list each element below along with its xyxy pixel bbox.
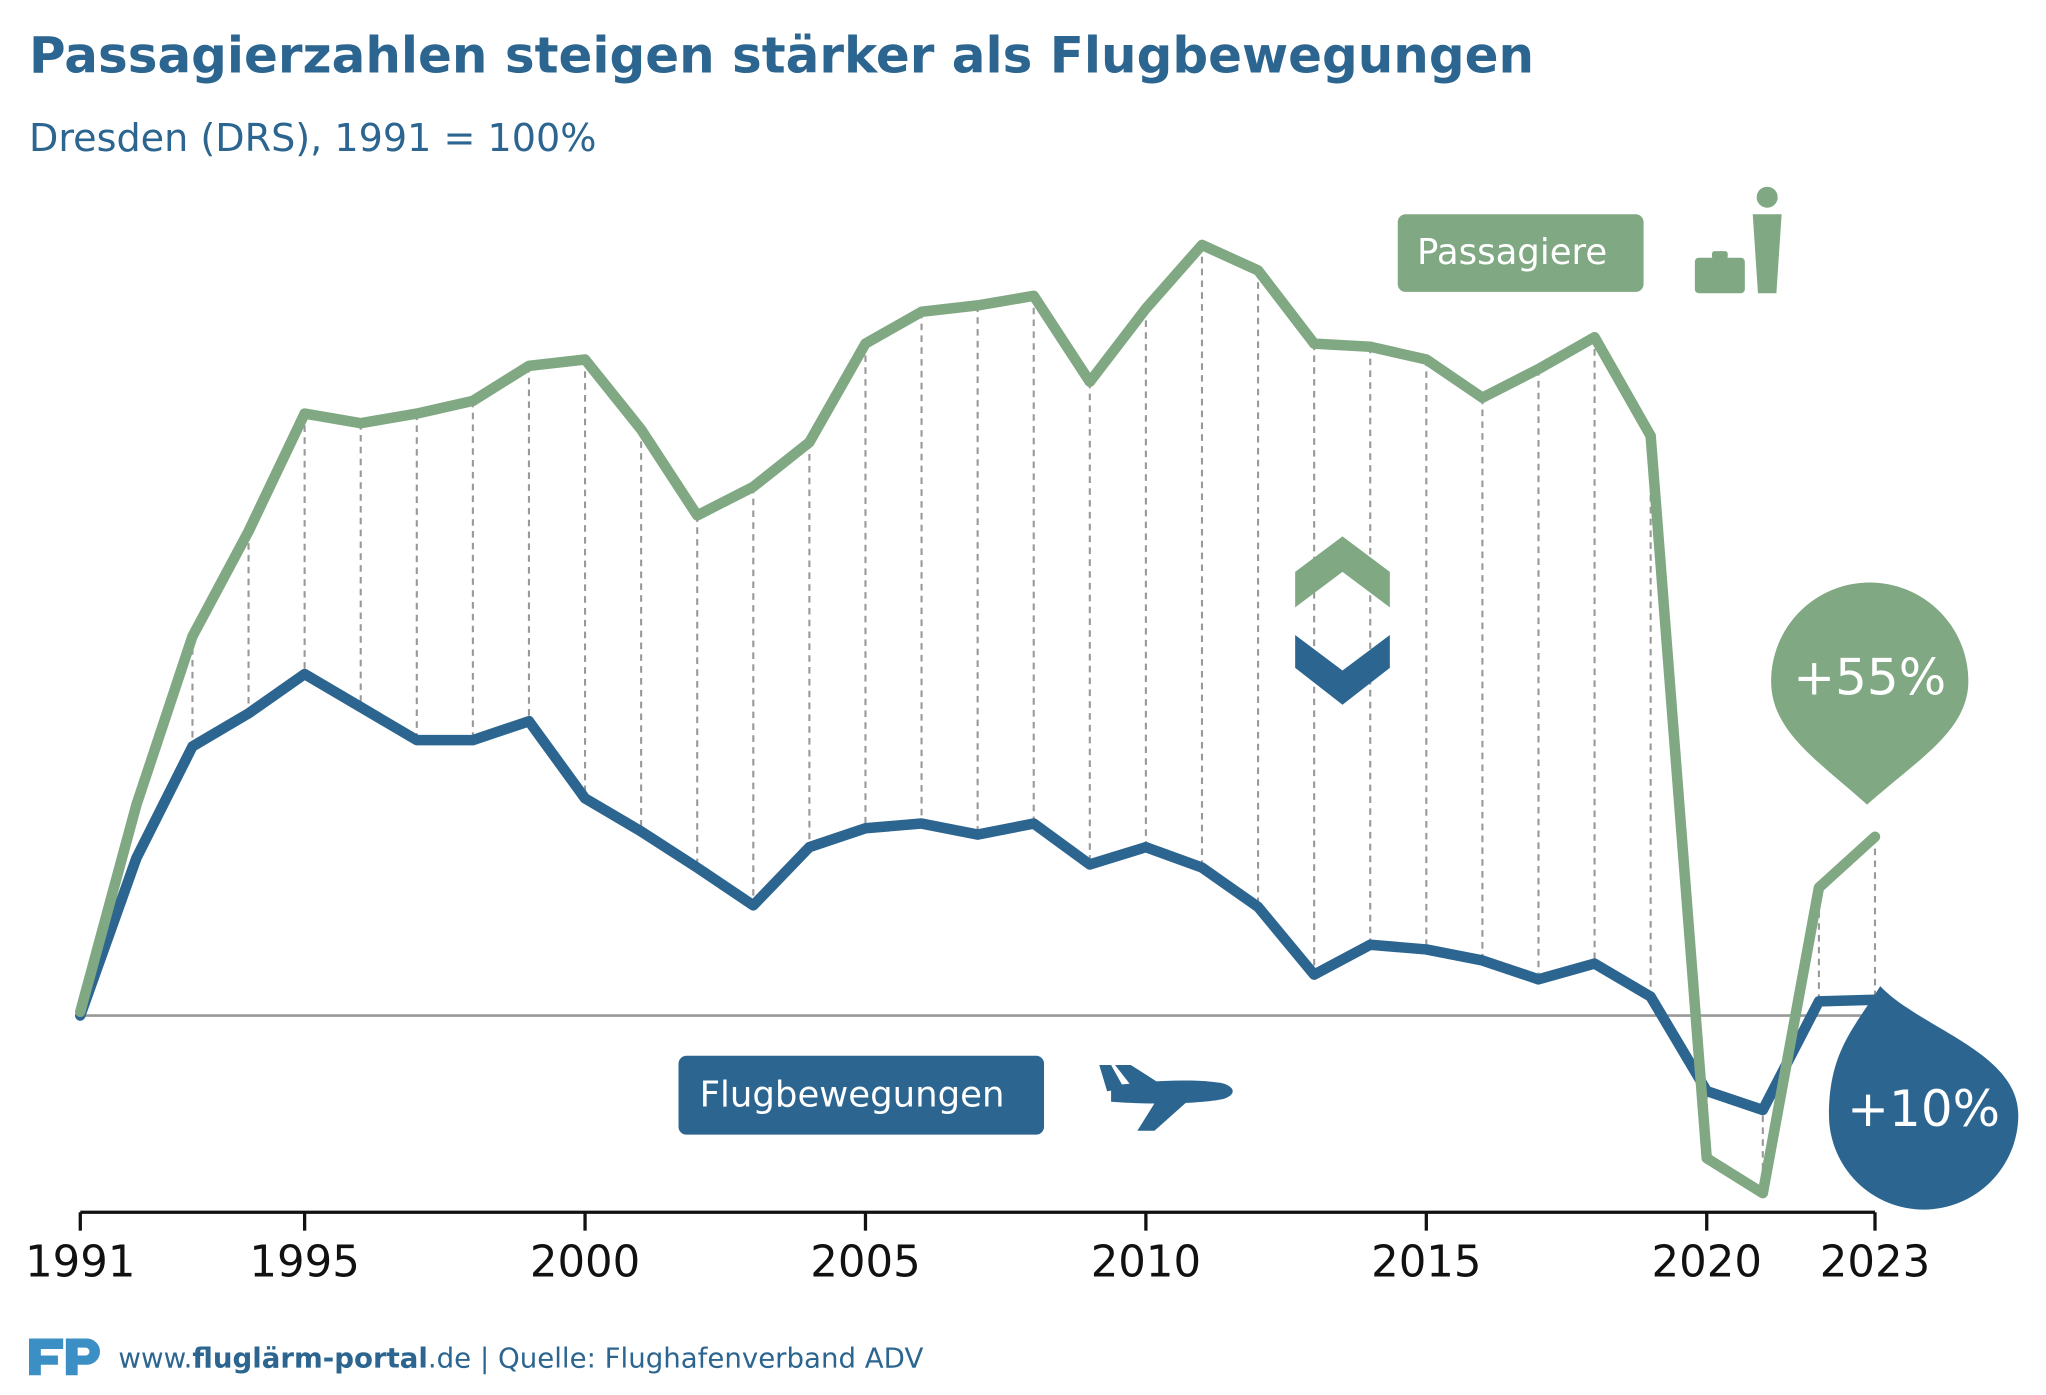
gap-lines [191, 244, 1877, 1194]
logo [29, 1338, 101, 1376]
footer-text: fluglärm-portal [192, 1342, 427, 1375]
footer-text: .de [428, 1342, 471, 1375]
footer: www.fluglärm-portal.de | Quelle: Flughaf… [118, 1342, 923, 1375]
x-tick-label: 2010 [1091, 1237, 1201, 1287]
annotation-drop [1828, 986, 2019, 1210]
annotation-drop [1771, 582, 1969, 805]
legend-box [678, 1055, 1045, 1135]
x-tick-label: 2023 [1820, 1237, 1930, 1287]
series-line [75, 668, 1881, 1116]
chevron-icon [1295, 536, 1390, 705]
footer-text: | Quelle: Flughafenverband ADV [471, 1342, 923, 1375]
x-tick-label: 2000 [530, 1237, 640, 1287]
legend-label: Passagiere [1417, 232, 1607, 273]
annotation-label: +10% [1847, 1080, 2000, 1138]
series-line [75, 239, 1881, 1199]
x-tick-label: 1991 [25, 1237, 135, 1287]
legend-label: Flugbewegungen [700, 1075, 1005, 1116]
legend-box [1397, 214, 1644, 292]
x-tick-label: 2015 [1371, 1237, 1481, 1287]
chart-title: Passagierzahlen steigen stärker als Flug… [29, 27, 1534, 85]
passenger-icon [1694, 186, 1782, 294]
lines [75, 239, 1881, 1199]
x-tick-label: 2005 [810, 1237, 920, 1287]
plane-icon [1099, 1064, 1233, 1131]
x-tick-label: 2020 [1652, 1237, 1762, 1287]
x-axis: 1991 1995 2000 2005 2010 2015 2020 2023 [25, 1210, 1930, 1287]
annotation-label: +55% [1793, 649, 1946, 707]
x-tick-label: 1995 [249, 1237, 359, 1287]
footer-text: www. [118, 1342, 192, 1375]
chart-subtitle: Dresden (DRS), 1991 = 100% [29, 116, 596, 160]
